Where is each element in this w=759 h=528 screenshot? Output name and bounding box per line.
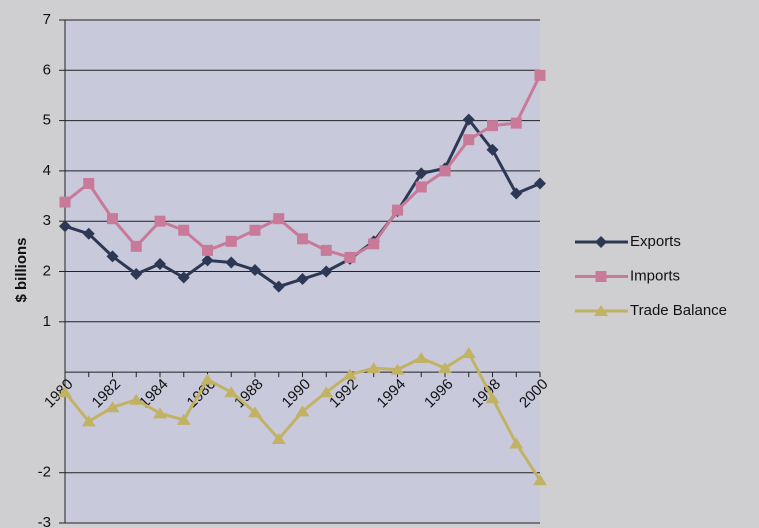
marker (225, 256, 238, 269)
marker (594, 305, 608, 316)
marker (249, 224, 261, 236)
legend-label: Exports (630, 233, 681, 250)
y-tick-label: 2 (43, 262, 51, 279)
y-tick-label: 6 (43, 61, 51, 78)
marker (463, 134, 475, 146)
marker (439, 165, 451, 177)
marker (461, 346, 476, 358)
marker (486, 143, 499, 156)
marker (107, 213, 118, 225)
marker (154, 257, 166, 270)
marker (297, 233, 308, 245)
marker (273, 213, 285, 225)
marker (130, 240, 142, 252)
marker (438, 362, 452, 374)
marker (595, 271, 607, 282)
marker (462, 113, 475, 126)
marker (415, 181, 427, 193)
y-tick-label: -3 (38, 514, 51, 528)
marker (368, 238, 380, 250)
marker (129, 393, 144, 405)
marker (509, 437, 524, 449)
marker (201, 254, 214, 267)
marker (533, 474, 547, 486)
legend-label: Imports (630, 267, 680, 284)
marker (176, 413, 191, 425)
marker (366, 362, 381, 374)
y-axis-label: $ billions (13, 237, 30, 302)
marker (320, 265, 333, 278)
marker (343, 368, 357, 380)
marker (534, 69, 546, 81)
marker (272, 280, 285, 293)
marker (58, 386, 72, 398)
marker (296, 273, 309, 286)
marker (485, 392, 500, 404)
marker (105, 401, 120, 413)
marker (595, 236, 607, 248)
marker (510, 187, 523, 200)
marker (415, 167, 428, 180)
marker (59, 220, 71, 233)
y-tick-label: 4 (43, 162, 51, 179)
marker (106, 250, 119, 263)
marker (153, 407, 167, 419)
marker (249, 263, 261, 276)
marker (295, 405, 310, 417)
y-tick-label: -2 (38, 464, 51, 481)
marker (224, 386, 239, 398)
marker (392, 204, 403, 216)
marker (82, 227, 95, 240)
y-tick-label: 1 (43, 313, 51, 330)
marker (83, 177, 95, 189)
marker (225, 235, 237, 247)
marker (248, 406, 262, 418)
y-tick-label: 3 (43, 212, 51, 229)
marker (130, 268, 143, 281)
marker (202, 244, 213, 256)
marker (390, 363, 405, 375)
y-tick-label: 7 (43, 11, 51, 28)
marker (200, 373, 215, 385)
marker (320, 244, 332, 256)
marker (59, 196, 71, 208)
marker (414, 352, 429, 364)
marker (177, 271, 190, 284)
legend-label: Trade Balance (630, 302, 727, 319)
marker (81, 415, 96, 427)
marker (319, 386, 334, 398)
y-tick-label: 5 (43, 112, 51, 129)
marker (534, 177, 546, 190)
marker (344, 251, 356, 263)
marker (510, 117, 522, 129)
marker (178, 224, 190, 236)
marker (154, 215, 166, 227)
marker (487, 120, 498, 132)
marker (271, 432, 286, 444)
